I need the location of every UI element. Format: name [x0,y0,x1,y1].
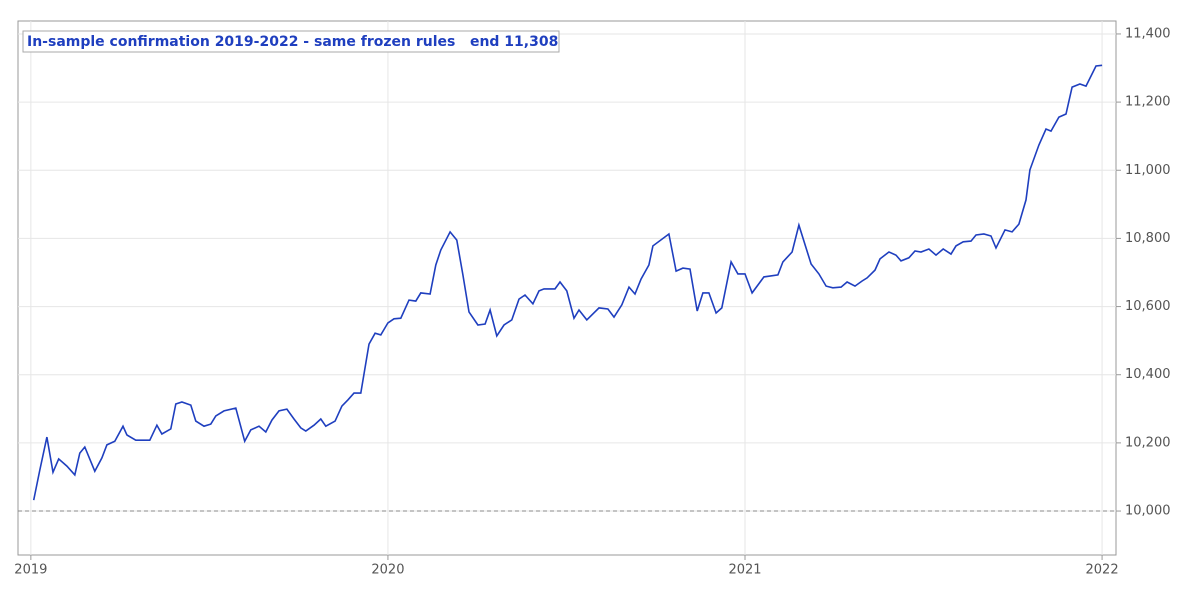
y-tick-label: 10,400 [1125,367,1171,382]
x-tick-label: 2021 [728,563,761,578]
x-tick-label: 2020 [371,563,404,578]
y-tick-label: 11,400 [1125,26,1171,41]
chart-title: In-sample confirmation 2019-2022 - same … [27,34,558,50]
series-line [32,64,1103,501]
y-tick-label: 10,000 [1125,504,1171,519]
x-tick-label: 2019 [14,563,47,578]
title-box [22,30,560,53]
x-tick-label: 2022 [1086,563,1119,578]
grid [18,21,1116,555]
plot-area [17,20,1117,556]
y-tick-label: 10,800 [1125,231,1171,246]
y-tick-label: 10,200 [1125,435,1171,450]
y-tick-label: 11,000 [1125,163,1171,178]
y-tick-label: 11,200 [1125,95,1171,110]
y-tick-label: 10,600 [1125,299,1171,314]
